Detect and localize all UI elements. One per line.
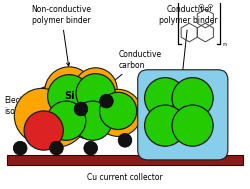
Circle shape [100, 92, 137, 129]
Circle shape [50, 141, 63, 155]
Text: O: O [198, 4, 203, 9]
Circle shape [13, 141, 27, 155]
Text: n: n [222, 42, 226, 47]
Circle shape [73, 101, 112, 140]
Circle shape [24, 111, 63, 150]
Text: Cu current collector: Cu current collector [87, 173, 163, 182]
Circle shape [144, 105, 186, 146]
Circle shape [172, 105, 213, 146]
Circle shape [100, 94, 113, 108]
Circle shape [76, 74, 115, 113]
Circle shape [14, 88, 69, 143]
Circle shape [84, 141, 98, 155]
Circle shape [95, 89, 142, 136]
Circle shape [64, 86, 117, 139]
Circle shape [74, 68, 117, 111]
Circle shape [74, 102, 88, 116]
Text: Non-conductive
polymer binder: Non-conductive polymer binder [31, 5, 91, 66]
Text: Si: Si [64, 91, 74, 101]
Circle shape [48, 75, 91, 118]
Circle shape [172, 78, 213, 119]
Text: O: O [208, 4, 212, 9]
Text: Electrically
isolated: Electrically isolated [4, 96, 47, 119]
FancyBboxPatch shape [138, 70, 228, 160]
Circle shape [45, 67, 94, 116]
Circle shape [25, 84, 88, 147]
Text: Conductive
polymer binder: Conductive polymer binder [159, 5, 218, 76]
Bar [8, 155, 242, 165]
Circle shape [144, 78, 186, 119]
Circle shape [118, 133, 132, 147]
Text: Conductive
carbon: Conductive carbon [86, 50, 161, 104]
Circle shape [47, 101, 86, 140]
